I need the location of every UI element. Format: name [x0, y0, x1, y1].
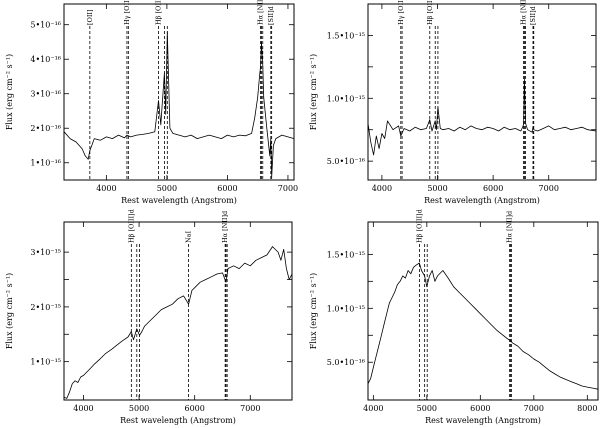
x-tick-label: 5000 [417, 404, 437, 413]
y-tick-label: 1.0•10⁻¹⁵ [327, 304, 365, 313]
y-tick-label: 5.0•10⁻¹⁶ [327, 157, 365, 166]
x-tick-label: 5000 [157, 184, 177, 193]
x-tick-label: 7000 [524, 404, 544, 413]
y-tick-label: 5.0•10⁻¹⁶ [327, 358, 365, 367]
y-tick-label: 1.5•10⁻¹⁵ [327, 250, 365, 259]
y-axis-label: Flux (erg cm⁻² s⁻¹) [309, 273, 318, 349]
plot-frame [367, 221, 599, 401]
spectrum-line [63, 31, 295, 177]
spectrum-line [63, 246, 293, 399]
y-tick-label: 1.5•10⁻¹⁵ [327, 31, 365, 40]
emission-line-label: Hα [NII]d [257, 0, 265, 25]
emission-line-label: NaI [185, 230, 193, 243]
x-tick-label: 7000 [240, 404, 260, 413]
plot-frame [367, 3, 597, 181]
panel-bottom-right: 4000 5000 6000 7000 8000 5.0•10⁻¹⁶ 1.0•10⁻¹⁵ 1.… [309, 209, 599, 425]
y-axis-label: Flux (erg cm⁻² s⁻¹) [309, 54, 318, 130]
y-tick-label: 3•10⁻¹⁶ [30, 90, 61, 99]
y-tick-label: 1•10⁻¹⁵ [30, 358, 61, 367]
x-tick-label: 6000 [185, 404, 205, 413]
x-tick-label: 4000 [96, 184, 116, 193]
y-tick-label: 3•10⁻¹⁵ [30, 248, 61, 257]
emission-line-label: Hβ [OIII]d [154, 0, 162, 25]
y-tick-label: 2•10⁻¹⁶ [30, 124, 61, 133]
x-tick-label: 8000 [577, 404, 597, 413]
x-tick-label: 4000 [363, 404, 383, 413]
emission-line-label: Hα [NII]d [520, 0, 528, 25]
panel-bottom-left: 4000 5000 6000 7000 1•10⁻¹⁵ 2•10⁻¹⁵ 3•10⁻¹⁵ Res… [5, 209, 293, 425]
emission-line-label: [SII]d [267, 6, 275, 25]
x-axis-label: Rest wavelength (Angstrom) [425, 416, 541, 425]
x-tick-label: 4000 [73, 404, 93, 413]
emission-line-label: Hγ [OIII] [123, 0, 131, 25]
y-tick-label: 1•10⁻¹⁶ [30, 159, 61, 168]
emission-line-label: [OII] [86, 9, 94, 25]
emission-line-label: Hβ [OIII]d [426, 0, 434, 25]
emission-line-label: Hβ [OIII]d [127, 209, 135, 243]
y-tick-label: 4•10⁻¹⁶ [30, 55, 61, 64]
y-tick-label: 5•10⁻¹⁶ [30, 21, 61, 30]
x-tick-label: 7000 [278, 184, 298, 193]
panel-top-left: 4000 5000 6000 7000 1•10⁻¹⁶ 2•10⁻¹⁶ 3•10⁻¹⁶ 4•1… [5, 0, 298, 205]
x-tick-label: 5000 [427, 184, 447, 193]
emission-line-label: Hα [NII]d [221, 211, 229, 243]
y-tick-label: 1.0•10⁻¹⁵ [327, 94, 365, 103]
emission-line-label: Hβ [OIII]d [415, 209, 423, 243]
x-tick-label: 5000 [129, 404, 149, 413]
x-tick-label: 7000 [539, 184, 559, 193]
x-tick-label: 6000 [470, 404, 490, 413]
plot-frame [63, 3, 295, 181]
emission-line-label: Hα [NII]d [506, 211, 514, 243]
spectrum-line [367, 262, 599, 390]
y-tick-label: 2•10⁻¹⁵ [30, 303, 61, 312]
panel-top-right: 4000 5000 6000 7000 5.0•10⁻¹⁶ 1.0•10⁻¹⁵ 1.5•10… [309, 0, 597, 205]
emission-line-label: [SII]d [529, 6, 537, 25]
emission-line-label: Hγ [OIII] [397, 0, 405, 25]
x-axis-label: Rest wavelength (Angstrom) [120, 416, 236, 425]
x-tick-label: 6000 [217, 184, 237, 193]
x-tick-label: 4000 [372, 184, 392, 193]
x-tick-label: 6000 [483, 184, 503, 193]
x-axis-label: Rest wavelength (Angstrom) [121, 196, 237, 205]
y-axis-label: Flux (erg cm⁻² s⁻¹) [5, 54, 14, 130]
spectrum-line [367, 79, 597, 156]
plot-frame [63, 221, 293, 401]
y-axis-label: Flux (erg cm⁻² s⁻¹) [5, 273, 14, 349]
x-axis-label: Rest wavelength (Angstrom) [424, 196, 540, 205]
